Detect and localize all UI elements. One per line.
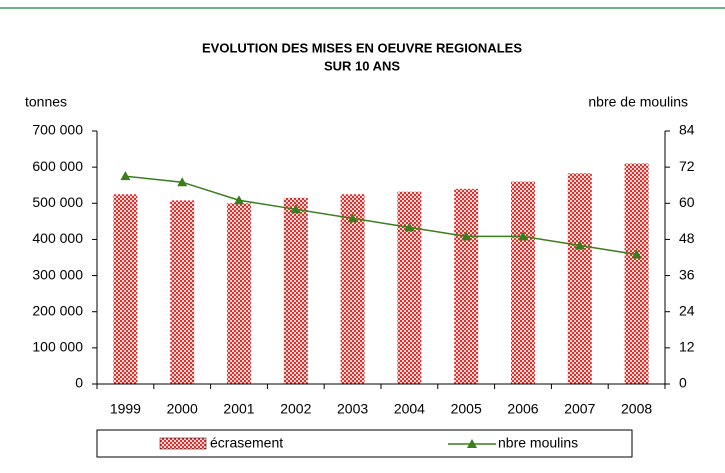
bar xyxy=(170,200,195,384)
x-tick-label: 2003 xyxy=(337,401,368,417)
bar xyxy=(340,194,365,384)
x-tick-label: 2000 xyxy=(167,401,198,417)
y-tick-label: 400 000 xyxy=(32,230,83,246)
y-tick-label: 200 000 xyxy=(32,302,83,318)
marker xyxy=(518,231,528,241)
bar xyxy=(113,194,138,384)
bar xyxy=(397,191,422,384)
marker xyxy=(631,249,642,259)
y-tick-label: 700 000 xyxy=(32,122,83,138)
chart-title: SUR 10 ANS xyxy=(324,58,400,73)
legend-label: écrasement xyxy=(210,435,283,451)
marker xyxy=(290,204,301,214)
y2-tick-label: 36 xyxy=(679,266,695,282)
bar xyxy=(454,188,479,384)
x-tick-label: 2001 xyxy=(223,401,254,417)
y2-tick-label: 48 xyxy=(679,230,695,246)
y2-axis-label: nbre de moulins xyxy=(588,94,688,110)
y2-tick-label: 12 xyxy=(679,339,695,355)
marker xyxy=(461,231,472,241)
legend-label: nbre moulins xyxy=(498,435,578,451)
marker xyxy=(574,240,585,250)
marker xyxy=(347,213,358,223)
x-tick-label: 2005 xyxy=(451,401,482,417)
marker xyxy=(404,222,415,232)
x-tick-label: 2004 xyxy=(394,401,425,417)
marker xyxy=(120,171,131,181)
y2-tick-label: 72 xyxy=(679,158,695,174)
x-tick-label: 1999 xyxy=(110,401,141,417)
marker xyxy=(234,195,244,205)
y-tick-label: 100 000 xyxy=(32,339,83,355)
y2-tick-label: 84 xyxy=(679,122,695,138)
legend xyxy=(96,429,633,458)
bar xyxy=(567,173,592,384)
x-tick-label: 2002 xyxy=(280,401,311,417)
chart-title: EVOLUTION DES MISES EN OEUVRE REGIONALES xyxy=(202,40,522,55)
y2-tick-label: 0 xyxy=(679,375,687,391)
bar xyxy=(624,163,649,384)
legend-swatch xyxy=(159,437,207,450)
y-tick-label: 600 000 xyxy=(32,158,83,174)
y-axis-label: tonnes xyxy=(25,94,67,110)
legend-marker xyxy=(467,439,477,448)
x-tick-label: 2008 xyxy=(621,401,652,417)
y2-tick-label: 60 xyxy=(679,194,695,210)
bar xyxy=(227,203,251,384)
y-tick-label: 500 000 xyxy=(32,194,83,210)
y-tick-label: 300 000 xyxy=(32,266,83,282)
y2-tick-label: 24 xyxy=(679,302,695,318)
y-tick-label: 0 xyxy=(75,375,83,391)
bar xyxy=(283,197,308,384)
x-tick-label: 2006 xyxy=(507,401,538,417)
marker xyxy=(177,177,188,187)
bar xyxy=(511,181,535,384)
x-tick-label: 2007 xyxy=(564,401,595,417)
line xyxy=(125,175,637,256)
